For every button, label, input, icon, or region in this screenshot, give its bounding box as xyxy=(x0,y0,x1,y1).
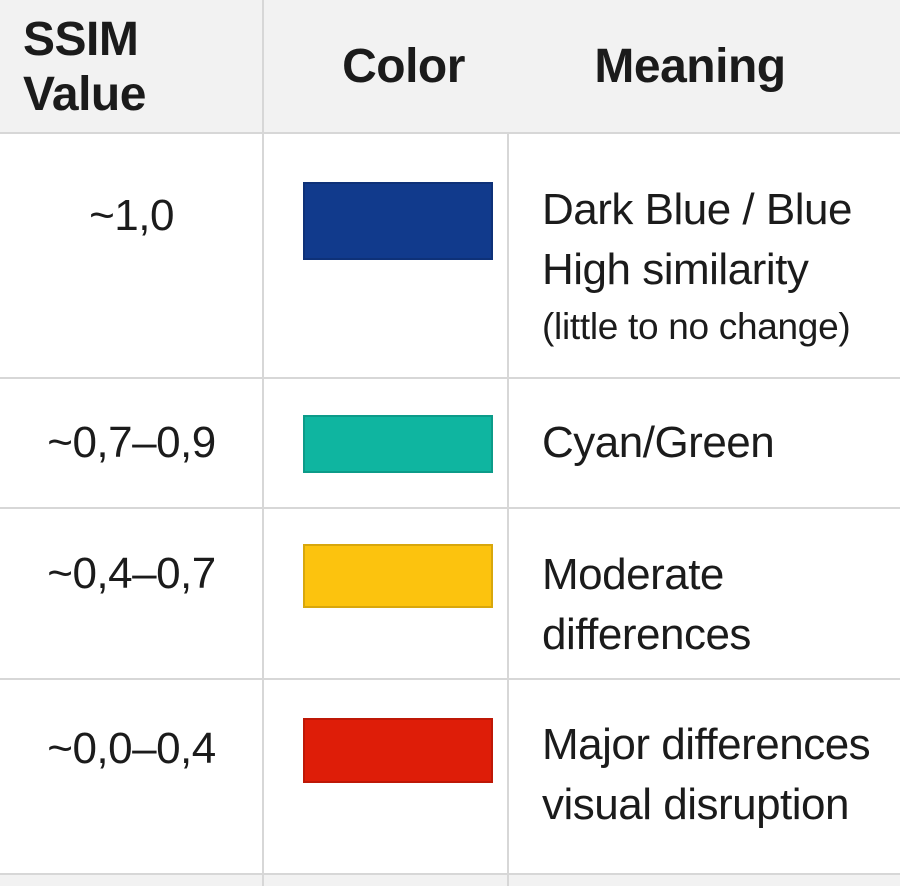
ssim-value-cell: ~0,4–0,7 xyxy=(47,549,216,598)
row-divider xyxy=(0,507,900,509)
meaning-line: High similarity xyxy=(542,245,809,294)
column-divider xyxy=(262,0,264,886)
color-cell xyxy=(263,133,508,378)
meaning-line: visual disruption xyxy=(542,780,850,829)
color-cell xyxy=(263,680,508,875)
ssim-value-cell: ~0,0–0,4 xyxy=(47,724,216,773)
meaning-line: Moderate xyxy=(542,550,724,599)
next-row-edge xyxy=(0,875,900,886)
header-meaning: Meaning xyxy=(594,40,786,93)
column-divider xyxy=(507,133,509,886)
table-header-row: SSIM Value Color Meaning xyxy=(0,0,900,133)
ssim-value-cell: ~0,7–0,9 xyxy=(47,418,216,467)
meaning-line: Major differences xyxy=(542,720,871,769)
meaning-line: Dark Blue / Blue xyxy=(542,185,852,234)
ssim-value-cell: ~1,0 xyxy=(89,191,174,240)
swatch-teal xyxy=(302,415,493,473)
table-row: ~0,0–0,4 Major differences visual disrup… xyxy=(0,680,900,875)
meaning-cell: Moderate differences xyxy=(508,508,900,680)
color-cell xyxy=(263,378,508,508)
table-row: ~1,0 Dark Blue / Blue High similarity (l… xyxy=(0,133,900,378)
header-color: Color xyxy=(342,40,465,93)
row-divider xyxy=(0,132,900,134)
row-divider xyxy=(0,678,900,680)
row-divider xyxy=(0,873,900,875)
row-divider xyxy=(0,377,900,379)
table-row: ~0,7–0,9 Cyan/Green xyxy=(0,378,900,508)
meaning-cell: Cyan/Green xyxy=(508,378,900,508)
swatch-yellow xyxy=(302,544,493,608)
header-ssim-value: SSIM Value xyxy=(23,12,146,121)
table-row: ~0,4–0,7 Moderate differences xyxy=(0,508,900,680)
meaning-note: (little to no change) xyxy=(542,306,851,347)
color-cell xyxy=(263,508,508,680)
meaning-cell: Dark Blue / Blue High similarity (little… xyxy=(508,133,900,378)
swatch-dark-blue xyxy=(302,182,493,260)
swatch-red xyxy=(302,718,493,783)
meaning-line: differences xyxy=(542,610,751,659)
meaning-line: Cyan/Green xyxy=(542,418,775,467)
meaning-cell: Major differences visual disruption xyxy=(508,680,900,875)
